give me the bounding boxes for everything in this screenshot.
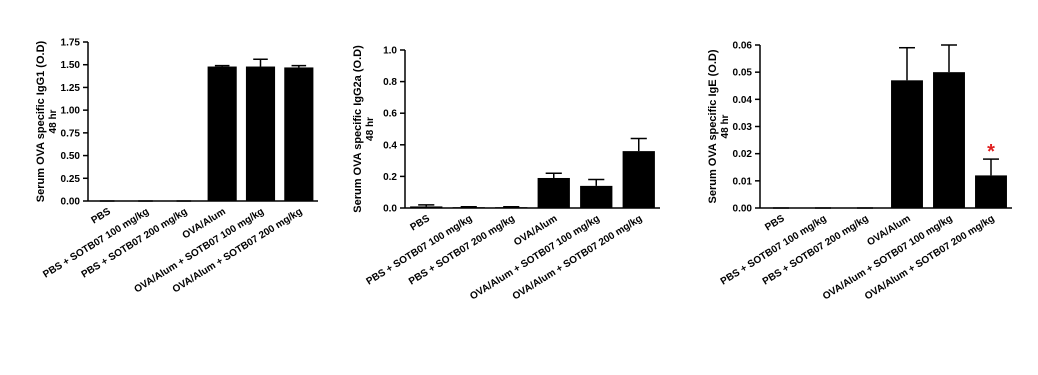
y-tick-label: 0.00: [61, 197, 81, 208]
bar: [933, 72, 965, 209]
x-tick-label: PBS: [409, 213, 433, 233]
y-tick-label: 0.00: [733, 204, 753, 215]
annotation: *: [987, 141, 995, 163]
y-axis-label: Serum OVA specific IgE (O.D): [707, 49, 719, 203]
y-tick-label: 0.6: [383, 109, 397, 120]
y-tick-label: 0.2: [383, 172, 397, 183]
y-tick-label: 0.01: [733, 176, 753, 187]
x-tick-label: PBS: [763, 213, 787, 233]
bar: [452, 207, 485, 208]
y-tick-label: 0.05: [733, 68, 753, 79]
bar: [410, 206, 443, 208]
bar: [245, 66, 276, 201]
y-axis-label: 48 hr: [48, 109, 59, 133]
y-tick-label: 0.8: [383, 77, 397, 88]
chart: 0.00 0.25 0.50 0.75 1.00 1.25 1.50 1.75 Serum OV…: [35, 38, 318, 295]
bar: [891, 80, 923, 208]
y-tick-label: 0.06: [733, 41, 753, 52]
x-tick-label: PBS: [89, 206, 113, 226]
y-axis-label: 48 hr: [365, 117, 376, 141]
bar: [975, 175, 1007, 208]
y-tick-label: 1.25: [61, 83, 81, 94]
y-axis-label: Serum OVA specific IgG2a (O.D): [352, 45, 364, 213]
chart: 0.00 0.01 0.02 0.03 0.04 0.05 0.06 Serum OVA sp…: [707, 41, 1012, 302]
y-axis-label: 48 hr: [720, 114, 731, 138]
bar: [580, 185, 613, 208]
chart: 0.0 0.2 0.4 0.6 0.8 1.0 Serum OVA specific IgG…: [352, 45, 660, 302]
bar: [207, 66, 237, 201]
y-tick-label: 1.75: [61, 38, 81, 49]
y-tick-label: 0.02: [733, 149, 753, 160]
y-tick-label: 0.25: [61, 174, 81, 185]
y-tick-label: 0.03: [733, 122, 753, 133]
y-tick-label: 0.75: [61, 128, 81, 139]
y-tick-label: 0.04: [733, 95, 753, 106]
bar: [622, 151, 655, 208]
y-tick-label: 0.0: [383, 204, 397, 215]
y-tick-label: 1.00: [61, 106, 81, 117]
bar: [284, 67, 314, 201]
y-tick-label: 1.0: [383, 46, 397, 57]
y-axis-label: Serum OVA specific IgG1 (O.D): [35, 40, 47, 202]
y-tick-label: 0.50: [61, 151, 81, 162]
bar: [495, 207, 528, 208]
y-tick-label: 1.50: [61, 60, 81, 71]
bar: [537, 177, 570, 208]
y-tick-label: 0.4: [383, 140, 397, 151]
